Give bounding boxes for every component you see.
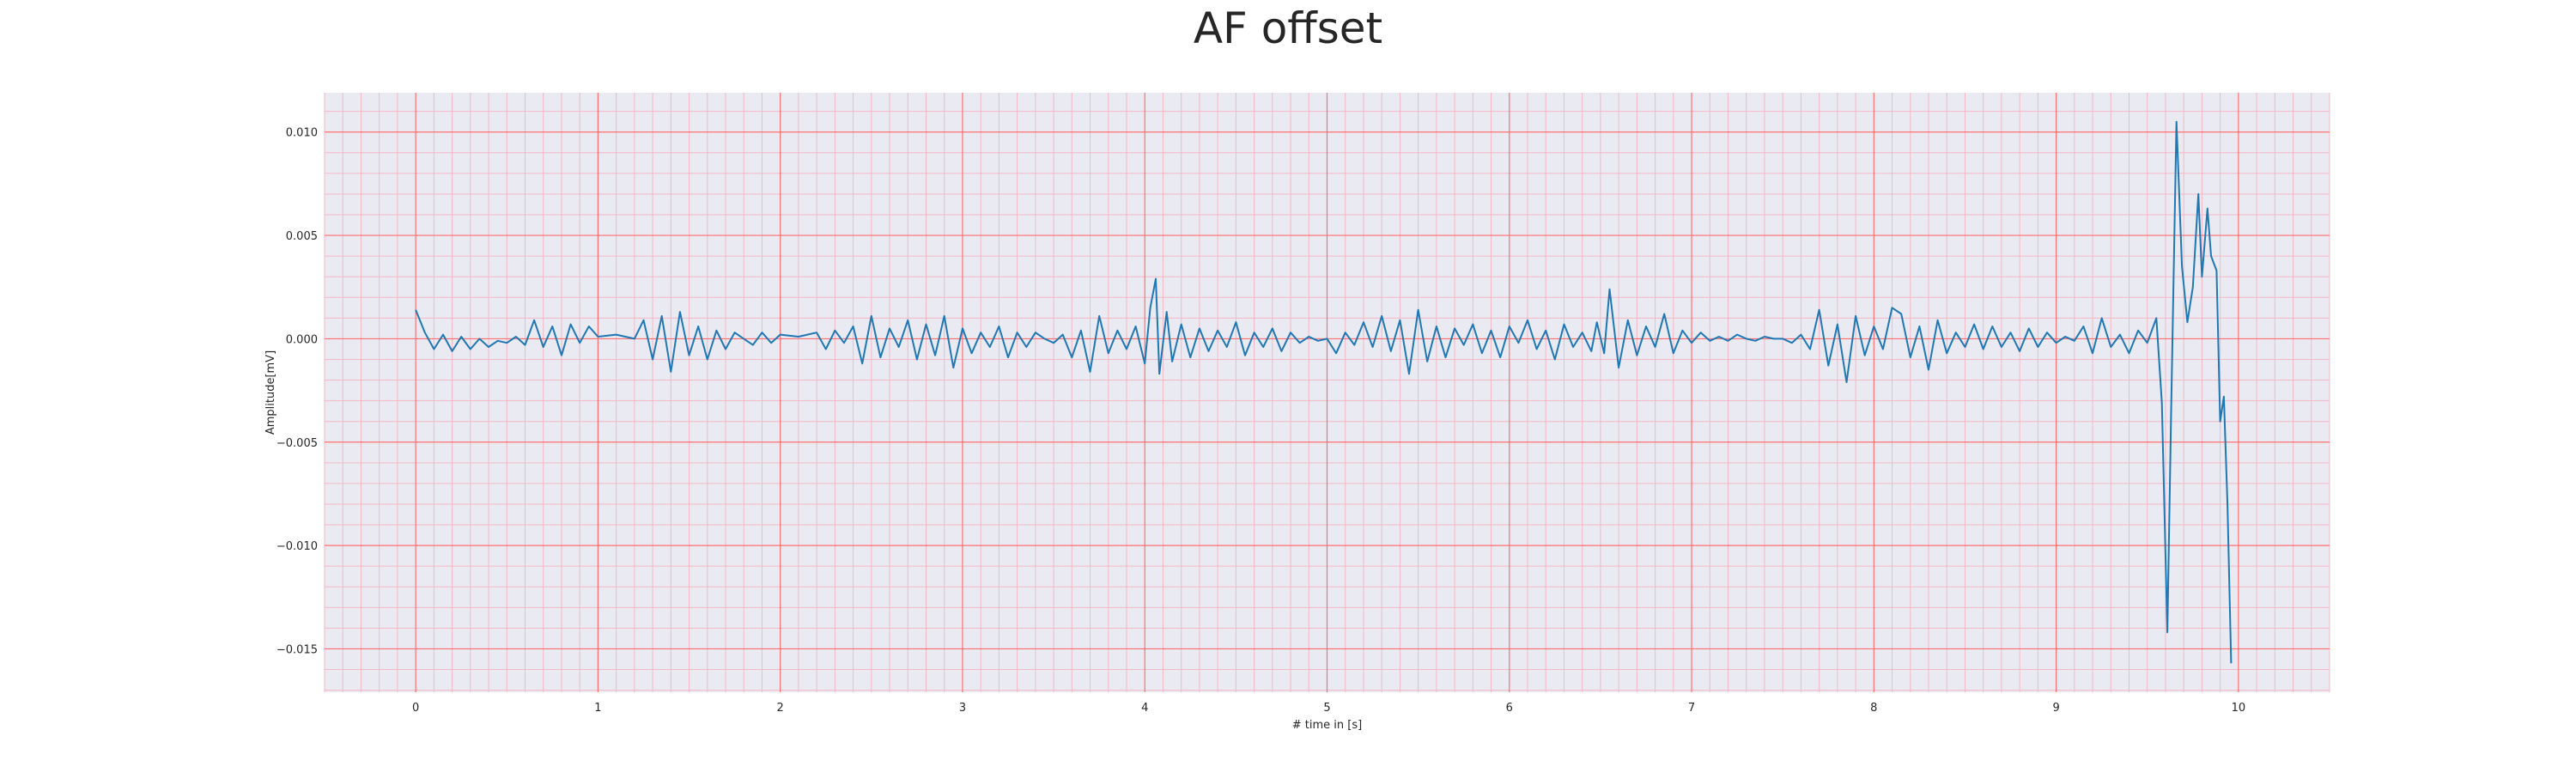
x-tick-label: 4 [1141, 702, 1148, 715]
x-axis-label: # time in [s] [1292, 719, 1362, 732]
y-tick-label: −0.015 [276, 643, 318, 656]
y-tick-label: 0.010 [286, 127, 318, 140]
chart-title: AF offset [1193, 3, 1383, 53]
x-tick-label: 7 [1688, 702, 1695, 715]
x-tick-label: 10 [2232, 702, 2246, 715]
x-tick-label: 0 [412, 702, 419, 715]
y-tick-label: 0.000 [286, 333, 318, 346]
x-tick-label: 5 [1323, 702, 1330, 715]
y-axis-label: Amplitude[mV] [264, 350, 277, 435]
y-tick-label: 0.005 [286, 230, 318, 243]
y-tick-label: −0.010 [276, 540, 318, 553]
series-line [415, 120, 2233, 664]
x-tick-label: 8 [1870, 702, 1877, 715]
y-axis-ticks: 0.010 0.005 0.000 −0.005 −0.010 −0.015 [276, 127, 318, 657]
x-tick-label: 2 [777, 702, 784, 715]
x-tick-label: 3 [959, 702, 966, 715]
y-tick-label: −0.005 [276, 437, 318, 450]
x-axis-ticks: 0 1 2 3 4 5 6 7 8 9 10 [412, 702, 2245, 715]
x-tick-label: 9 [2052, 702, 2059, 715]
x-tick-label: 6 [1506, 702, 1513, 715]
x-tick-label: 1 [594, 702, 601, 715]
data-layer [415, 120, 2233, 664]
